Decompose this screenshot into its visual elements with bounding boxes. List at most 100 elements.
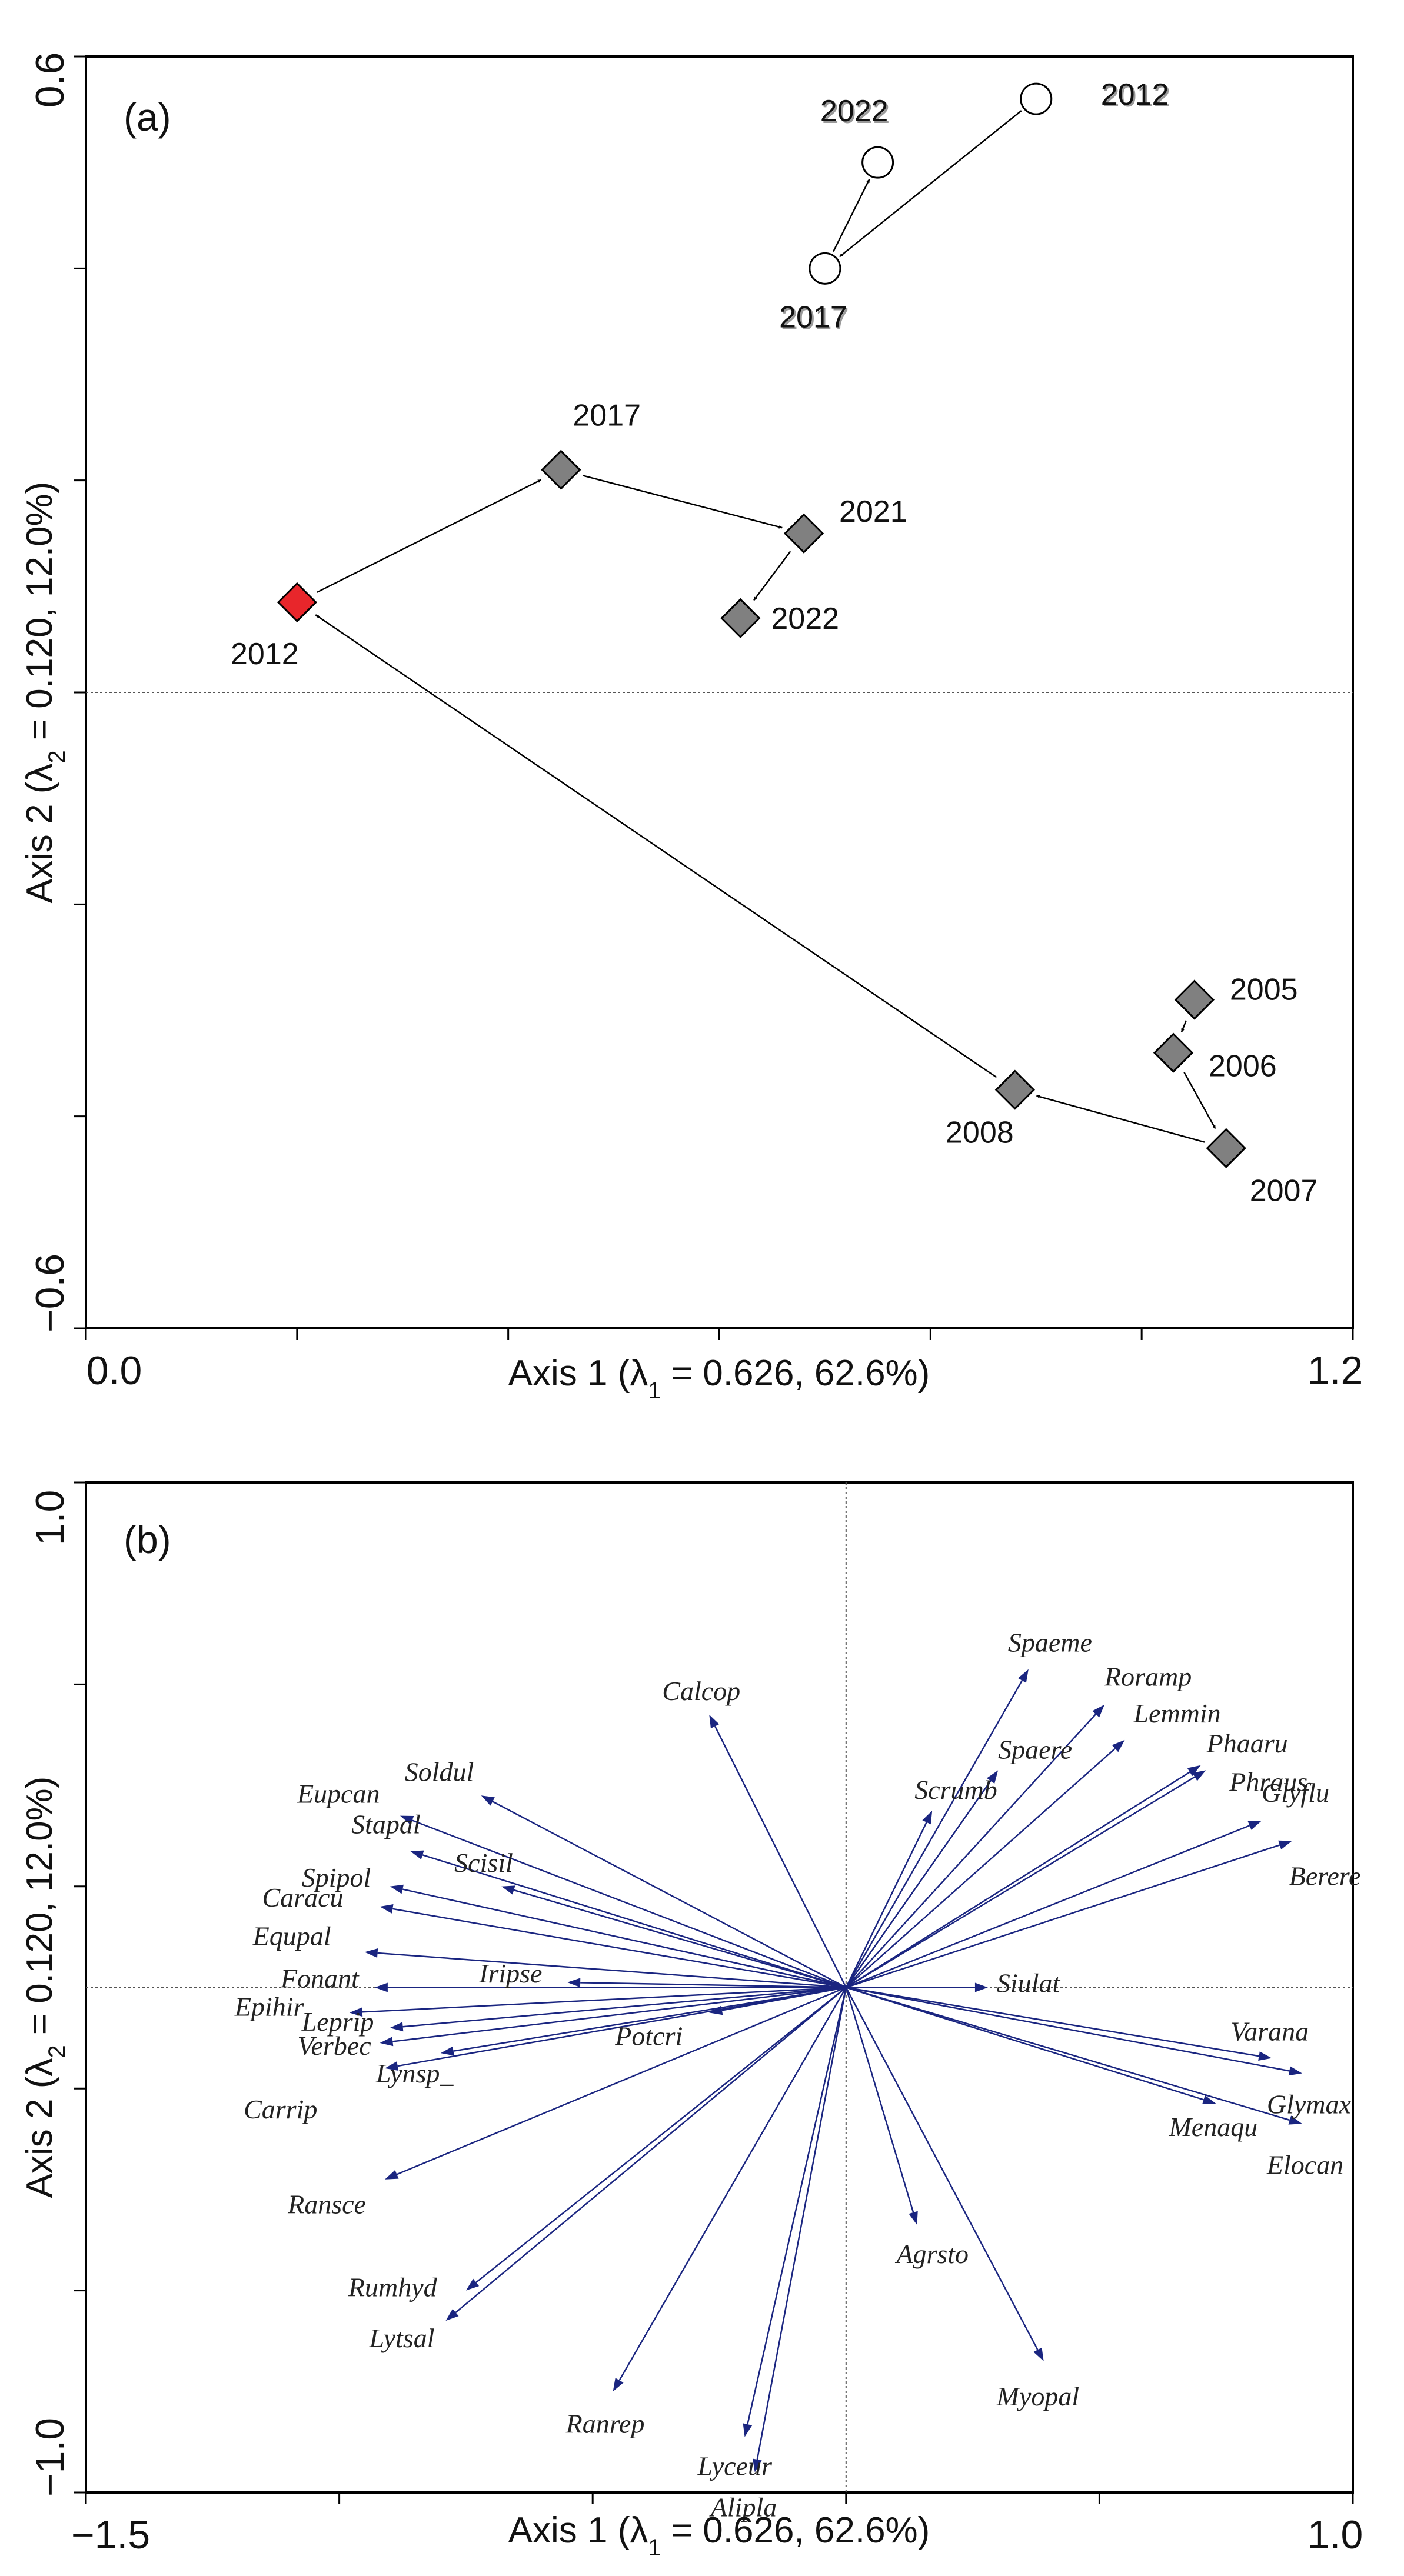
panel-b-ytick-1: −1.0: [28, 2418, 72, 2497]
species-label-Elocan: Elocan: [1266, 2150, 1343, 2180]
species-vector-Leprip: [390, 1987, 846, 2032]
species-vector-Lyceur: [743, 1987, 847, 2437]
site-a-label-shadow-2017: 2017: [781, 302, 849, 336]
species-arrow-shaft-Spaere: [845, 1780, 992, 1988]
species-label-Soldul: Soldul: [405, 1757, 474, 1787]
species-vector-Myopal: [845, 1987, 1044, 2361]
species-vector-Equpal: [364, 1948, 846, 1988]
species-arrow-head-Rumhyd: [465, 2278, 480, 2291]
species-arrow-shaft-Caracu: [392, 1908, 847, 1988]
species-vector-Ranrep: [613, 1987, 847, 2392]
species-arrow-head-Glyflu: [1247, 1821, 1262, 1830]
species-label-Myopal: Myopal: [996, 2381, 1080, 2411]
species-label-Alipla: Alipla: [709, 2492, 777, 2522]
species-vector-Scisil: [501, 1885, 847, 1988]
species-label-Siulat: Siulat: [997, 1968, 1061, 1998]
species-arrow-shaft-Phraus: [846, 1776, 1196, 1988]
site-b-label-2006: 2006: [1209, 1049, 1277, 1084]
species-arrow-shaft-Calcop: [714, 1726, 847, 1988]
species-arrow-shaft-Rumhyd: [475, 1987, 847, 2283]
site-a-point-2022: [861, 146, 894, 179]
species-arrow-shaft-Varana: [846, 1987, 1259, 2057]
species-arrow-head-Stapal: [410, 1850, 424, 1859]
species-arrow-shaft-Scisil: [513, 1889, 847, 1988]
species-vector-Alipla: [752, 1987, 847, 2472]
species-arrow-head-Varana: [1258, 2051, 1272, 2061]
species-arrow-head-Phraus: [1192, 1770, 1206, 1781]
species-vector-Eupcan: [400, 1815, 847, 1988]
panel-a-xtick-1: 1.2: [1307, 1348, 1363, 1393]
panel-b-species-arrows: [349, 1669, 1302, 2472]
site-b-label-2021: 2021: [839, 495, 907, 529]
species-label-Spaeme: Spaeme: [1008, 1628, 1092, 1658]
site-b-point-2008: [994, 1069, 1035, 1110]
species-vector-Stapal: [410, 1850, 847, 1988]
site-b-point-2006: [1153, 1032, 1194, 1073]
trajectory-arrow-b-2005-2006: [1180, 1020, 1187, 1032]
panel-a-points: [277, 82, 1246, 1168]
species-label-Fonant: Fonant: [280, 1964, 360, 1994]
species-arrow-head-Equpal: [364, 1948, 378, 1958]
species-arrow-head-Eupcan: [400, 1815, 414, 1825]
species-arrow-head-Verbec: [380, 2037, 394, 2047]
species-label-Berere: Berere: [1289, 1861, 1361, 1891]
site-b-point-2012-highlight: [277, 582, 317, 622]
species-vector-Agrsto: [845, 1987, 918, 2225]
species-arrow-head-Agrsto: [909, 2211, 918, 2225]
species-arrow-head-Glymax: [1288, 2066, 1302, 2076]
site-b-label-2007: 2007: [1250, 1174, 1318, 1208]
species-label-Phraus: Phraus: [1229, 1767, 1307, 1797]
species-arrow-head-Lyceur: [743, 2423, 753, 2437]
species-arrow-shaft-Roramp: [845, 1714, 1097, 1988]
species-label-Iripse: Iripse: [478, 1958, 542, 1988]
species-arrow-head-Lemmin: [1112, 1739, 1125, 1752]
panel-a-trajectories: [315, 110, 1216, 1143]
species-arrow-shaft-Soldul: [492, 1801, 847, 1988]
species-arrow-shaft-Ransce: [396, 1987, 847, 2175]
species-label-Carrip: Carrip: [244, 2094, 317, 2124]
species-label-Glymax: Glymax: [1267, 2089, 1352, 2119]
trajectory-arrow-b-2006-2007: [1183, 1072, 1216, 1129]
species-arrow-head-Leprip: [390, 2022, 404, 2032]
species-label-Lynsp_: Lynsp_: [375, 2058, 454, 2088]
site-a-point-2012: [1020, 82, 1053, 115]
species-label-Lytsal: Lytsal: [368, 2323, 434, 2353]
panel-b-x-axis-title: Axis 1 (λ1 = 0.626, 62.6%): [508, 2510, 930, 2561]
species-label-Agrsto: Agrsto: [894, 2239, 969, 2269]
trajectory-arrow-b-2012-2017: [317, 479, 541, 593]
species-vector-Scrumb: [845, 1811, 933, 1988]
panel-b-ytick-0: 1.0: [28, 1490, 72, 1546]
site-b-point-2005: [1174, 979, 1215, 1020]
species-arrow-head-Roramp: [1092, 1704, 1105, 1718]
species-arrow-head-Epihir: [349, 2007, 363, 2017]
species-arrow-head-Lynsp_: [440, 2046, 454, 2056]
site-a-label-2012: 2012: [1101, 78, 1169, 112]
species-label-Stapal: Stapal: [351, 1809, 421, 1839]
trajectory-arrow-b-2021-2022: [753, 551, 791, 601]
site-a-point-2017: [809, 252, 841, 285]
panel-b-label: (b): [124, 1518, 171, 1561]
species-arrow-head-Ranrep: [613, 2378, 624, 2392]
species-arrow-shaft-Eupcan: [412, 1819, 847, 1988]
panel-b-xtick-0: −1.5: [71, 2512, 150, 2557]
species-vector-Glyflu: [846, 1821, 1262, 1988]
species-label-Leprip: Leprip: [301, 2007, 374, 2037]
species-arrow-shaft-Menaqu: [846, 1987, 1204, 2101]
species-arrow-shaft-Leprip: [402, 1987, 846, 2028]
species-vector-Glymax: [846, 1987, 1302, 2076]
species-arrow-head-Phaaru: [1187, 1765, 1201, 1777]
species-arrow-shaft-Alipla: [756, 1987, 847, 2460]
species-arrow-head-Myopal: [1033, 2347, 1044, 2361]
site-a-label-shadow-2022: 2022: [822, 96, 890, 130]
panel-a-ytick-1: −0.6: [28, 1254, 72, 1332]
species-vector-Menaqu: [846, 1987, 1216, 2104]
species-arrow-shaft-Elocan: [846, 1987, 1290, 2121]
species-label-Eupcan: Eupcan: [297, 1779, 380, 1809]
site-a-label-2017: 2017: [779, 300, 847, 334]
species-arrow-shaft-Berere: [846, 1844, 1280, 1988]
species-arrow-head-Lytsal: [445, 2308, 459, 2321]
species-arrow-shaft-Lynsp_: [453, 1987, 846, 2052]
species-label-Spipol: Spipol: [302, 1862, 371, 1892]
